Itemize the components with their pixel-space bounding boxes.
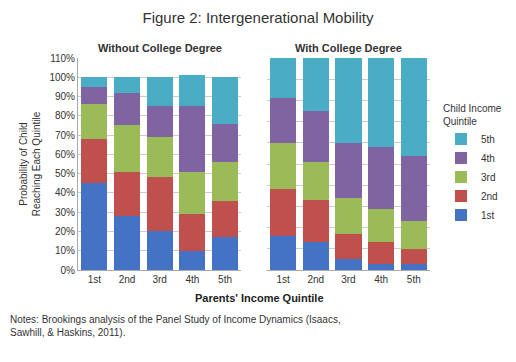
svg-text:0%: 0%: [61, 265, 76, 276]
svg-text:1st: 1st: [276, 274, 290, 285]
svg-text:40%: 40%: [55, 187, 75, 198]
svg-text:10%: 10%: [55, 245, 75, 256]
svg-text:Probability of ChildReaching E: Probability of ChildReaching Each Quinti…: [18, 111, 42, 216]
svg-text:5th: 5th: [407, 274, 421, 285]
svg-text:2nd: 2nd: [481, 191, 498, 202]
svg-text:3rd: 3rd: [341, 274, 355, 285]
svg-text:Child IncomeQuintile: Child IncomeQuintile: [443, 103, 502, 127]
svg-text:20%: 20%: [55, 226, 75, 237]
svg-text:4th: 4th: [374, 274, 388, 285]
svg-text:110%: 110%: [50, 53, 75, 64]
svg-text:50%: 50%: [55, 168, 75, 179]
svg-text:Parents' Income Quintile: Parents' Income Quintile: [195, 292, 324, 304]
svg-text:80%: 80%: [55, 110, 75, 121]
svg-text:2nd: 2nd: [119, 274, 136, 285]
svg-text:1st: 1st: [88, 274, 102, 285]
svg-text:2nd: 2nd: [307, 274, 324, 285]
svg-text:5th: 5th: [481, 134, 495, 145]
svg-text:With College Degree: With College Degree: [295, 42, 402, 54]
svg-text:Figure 2: Intergenerational Mo: Figure 2: Intergenerational Mobility: [143, 9, 374, 26]
svg-text:100%: 100%: [49, 72, 75, 83]
svg-text:Without College Degree: Without College Degree: [98, 42, 222, 54]
svg-text:5th: 5th: [218, 274, 232, 285]
svg-text:90%: 90%: [55, 91, 75, 102]
svg-text:3rd: 3rd: [152, 274, 166, 285]
svg-text:1st: 1st: [481, 210, 495, 221]
svg-text:4th: 4th: [481, 153, 495, 164]
svg-text:60%: 60%: [55, 149, 75, 160]
svg-text:3rd: 3rd: [481, 172, 495, 183]
svg-text:4th: 4th: [185, 274, 199, 285]
svg-text:30%: 30%: [55, 207, 75, 218]
svg-text:Notes: Brookings analysis of t: Notes: Brookings analysis of the Panel S…: [10, 314, 341, 338]
svg-text:70%: 70%: [55, 130, 75, 141]
